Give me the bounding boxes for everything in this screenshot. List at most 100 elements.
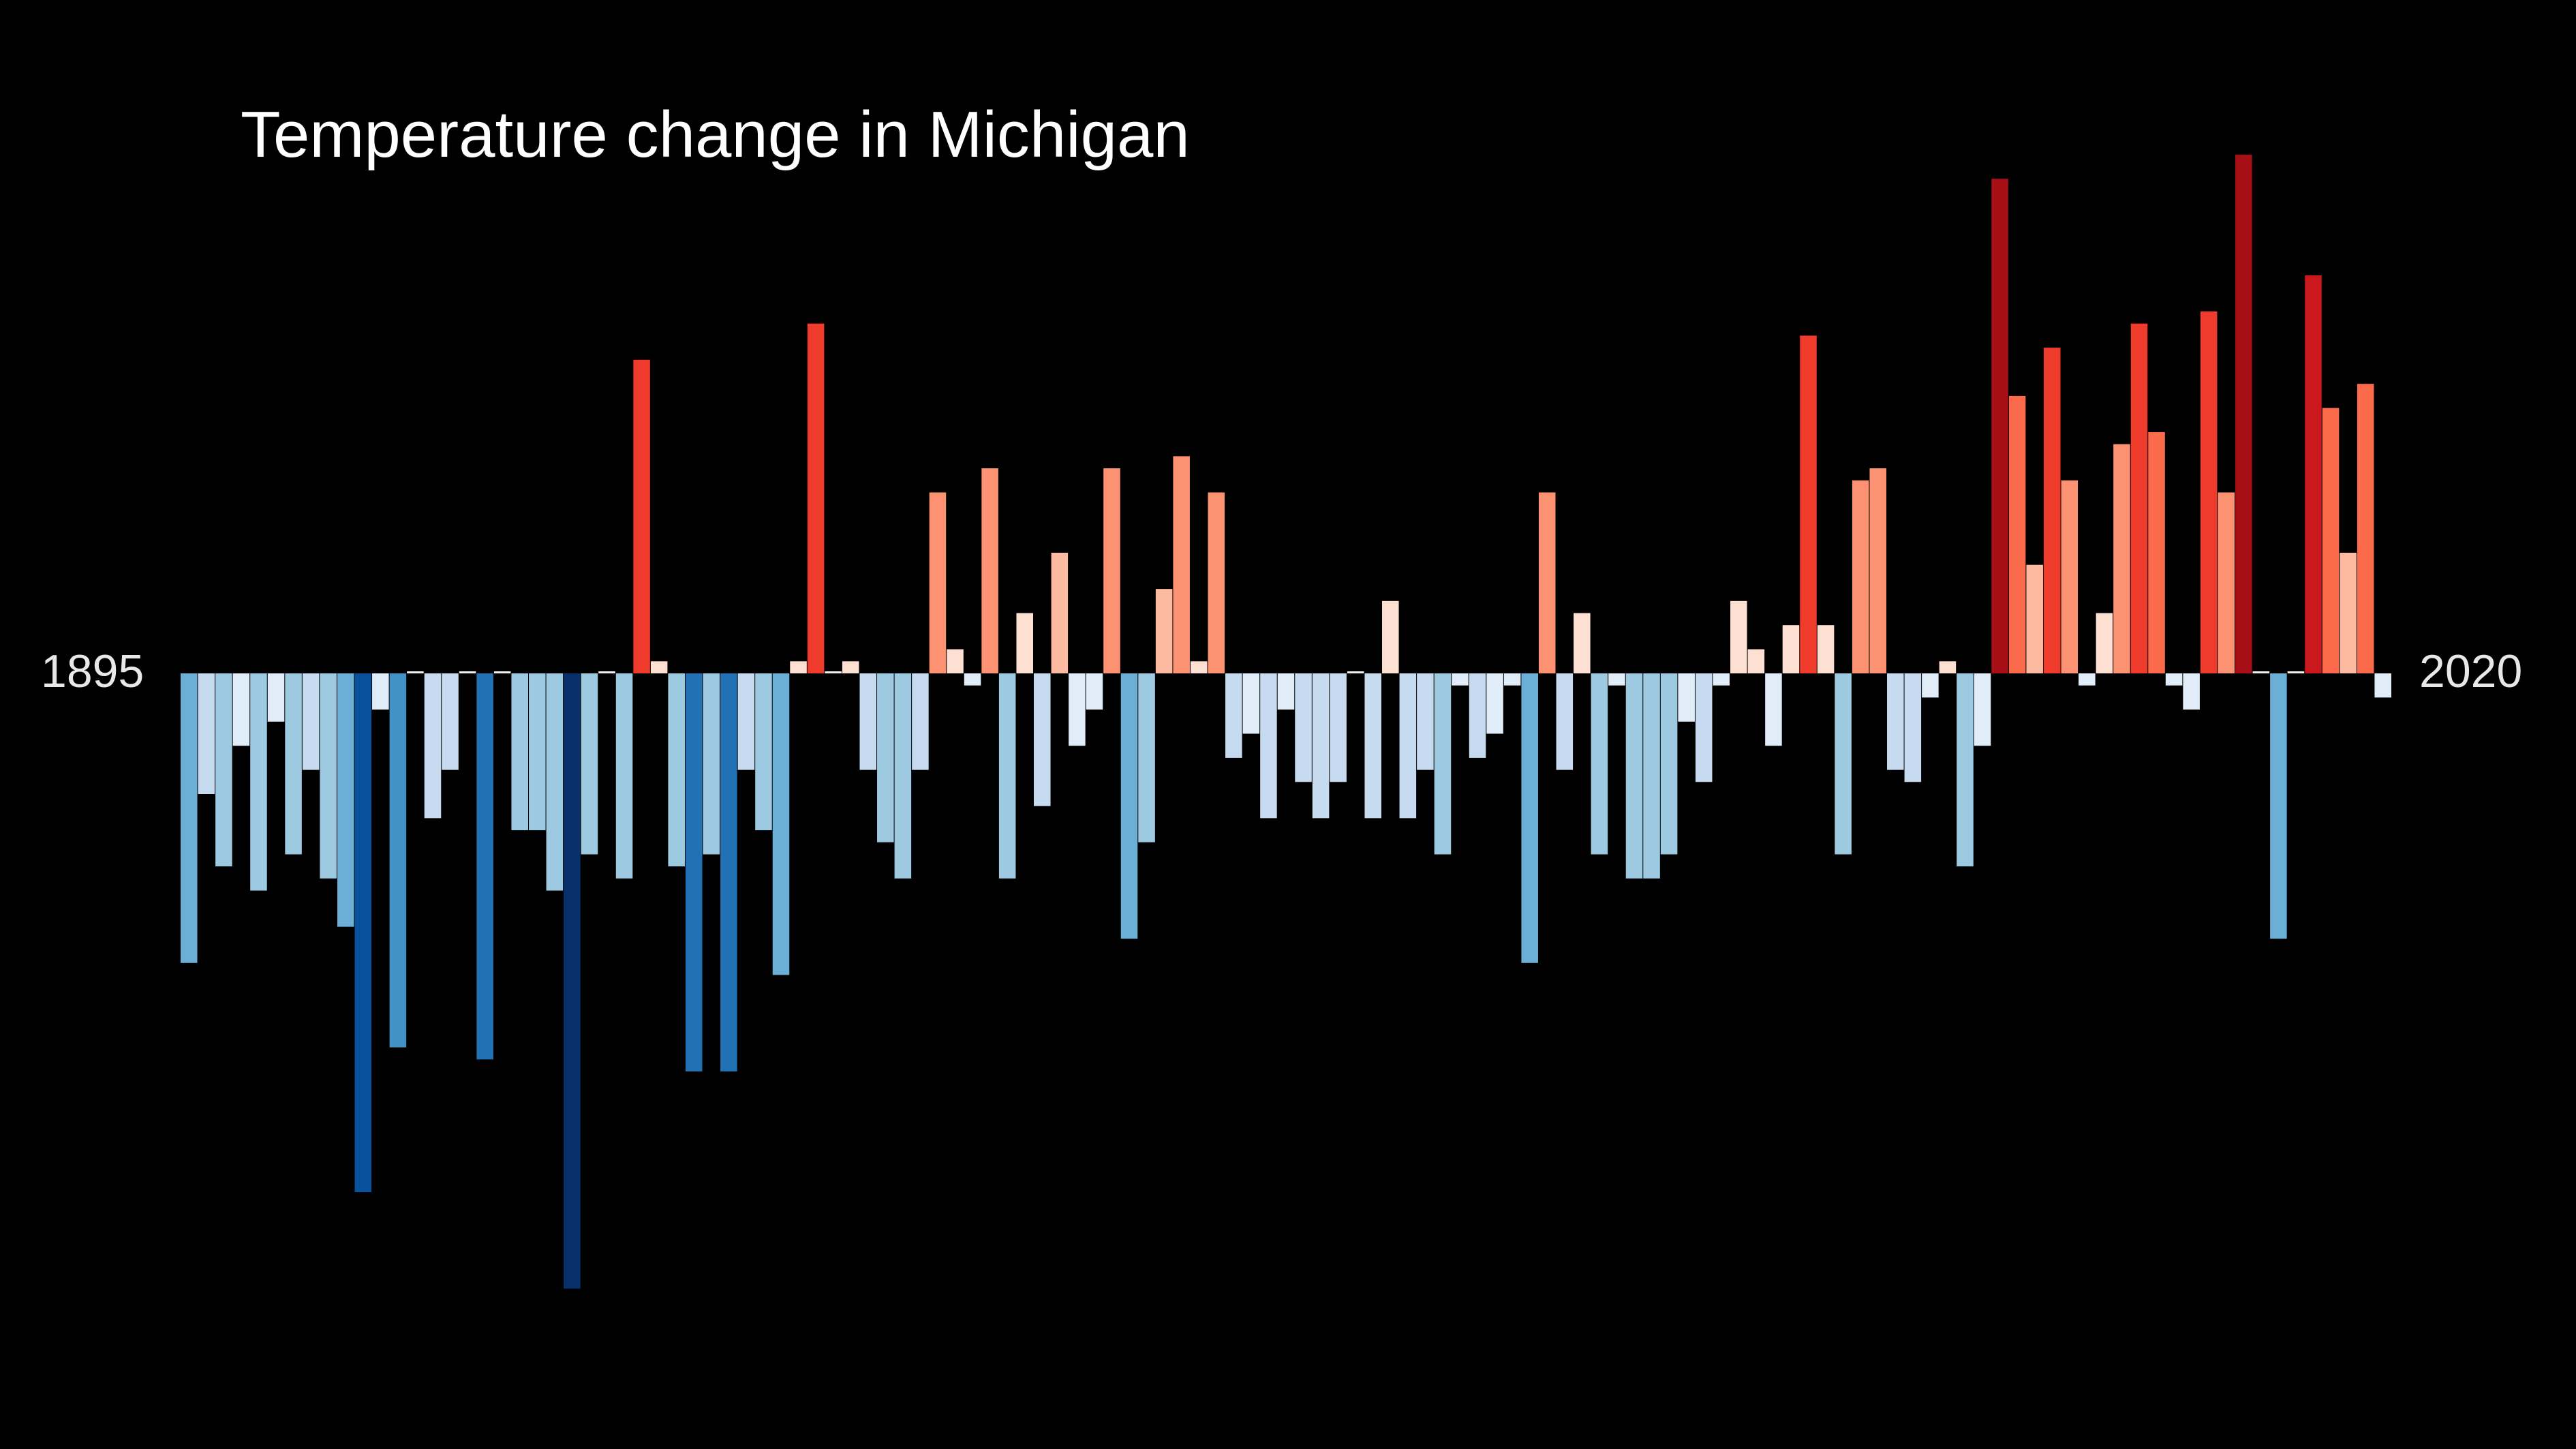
bar-1926: [720, 673, 737, 1072]
bar-1981: [1678, 673, 1695, 722]
bar-1934: [859, 673, 877, 770]
bar-1945: [1051, 553, 1069, 673]
bar-1925: [703, 673, 720, 855]
bar-1950: [1138, 673, 1155, 842]
bar-1970: [1486, 673, 1503, 734]
bar-1936: [894, 673, 912, 879]
bar-1967: [1434, 673, 1452, 855]
bar-1932: [825, 671, 842, 673]
bar-1903: [320, 673, 337, 879]
bar-1985: [1747, 649, 1765, 673]
bar-2017: [2305, 275, 2322, 673]
bar-1902: [302, 673, 320, 770]
bar-1984: [1730, 600, 1747, 673]
bar-1990: [1835, 673, 1852, 855]
bar-1924: [685, 673, 703, 1072]
bar-1907: [389, 673, 407, 1048]
bar-2018: [2322, 408, 2340, 673]
bar-1955: [1225, 673, 1242, 758]
bar-1938: [929, 492, 947, 673]
bar-1973: [1538, 492, 1556, 673]
bar-1930: [790, 661, 807, 673]
start-year-label: 1895: [41, 645, 144, 697]
bar-1917: [564, 673, 581, 1289]
chart-title: Temperature change in Michigan: [241, 98, 1190, 171]
bar-2020: [2357, 384, 2374, 673]
bar-1991: [1852, 480, 1869, 673]
bar-1956: [1242, 673, 1260, 734]
bar-1900: [267, 673, 285, 722]
bar-1923: [668, 673, 685, 867]
bar-1966: [1417, 673, 1434, 770]
bar-2000: [2008, 395, 2026, 673]
bar-1963: [1364, 673, 1382, 819]
bar-1906: [372, 673, 389, 710]
bar-1899: [250, 673, 267, 891]
bar-1946: [1069, 673, 1086, 746]
bar-1904: [337, 673, 354, 927]
bars-group: [181, 154, 2391, 1289]
bar-1969: [1469, 673, 1486, 758]
bar-1918: [581, 673, 598, 855]
bar-1908: [407, 671, 424, 673]
bar-2012: [2218, 492, 2235, 673]
bar-1986: [1765, 673, 1782, 746]
bar-1965: [1399, 673, 1417, 819]
bar-1954: [1208, 492, 1225, 673]
bar-1979: [1643, 673, 1660, 879]
bar-1939: [947, 649, 964, 673]
bar-2007: [2130, 323, 2148, 673]
bar-1960: [1312, 673, 1330, 819]
bar-1961: [1330, 673, 1347, 782]
bar-2006: [2113, 444, 2130, 673]
bar-1905: [354, 673, 372, 1193]
bar-1958: [1277, 673, 1295, 710]
bar-1987: [1782, 625, 1800, 673]
bar-2008: [2148, 432, 2165, 673]
bar-1957: [1260, 673, 1277, 819]
bar-1912: [476, 673, 493, 1060]
bar-1944: [1034, 673, 1051, 806]
bar-1940: [964, 673, 981, 686]
bar-1928: [755, 673, 772, 831]
bar-1978: [1625, 673, 1643, 879]
bar-1995: [1922, 673, 1939, 698]
bar-1933: [842, 661, 859, 673]
bar-1913: [493, 671, 511, 673]
bar-1947: [1086, 673, 1103, 710]
bar-2016: [2287, 671, 2305, 673]
bar-1996: [1939, 661, 1957, 673]
bar-1952: [1173, 456, 1190, 673]
bar-1980: [1660, 673, 1678, 855]
bar-1974: [1556, 673, 1574, 770]
bar-2014: [2252, 671, 2270, 673]
bar-1994: [1904, 673, 1922, 782]
bar-2015: [2270, 673, 2287, 939]
bar-1911: [459, 671, 476, 673]
bar-2002: [2043, 348, 2061, 673]
bar-1937: [912, 673, 929, 770]
bar-1929: [772, 673, 790, 975]
bar-1922: [650, 661, 668, 673]
bar-1972: [1521, 673, 1538, 963]
bar-1962: [1347, 671, 1364, 673]
bar-1992: [1869, 468, 1886, 673]
bar-1943: [1016, 613, 1033, 673]
bar-1975: [1574, 613, 1591, 673]
bar-1959: [1295, 673, 1312, 782]
bar-1910: [442, 673, 459, 770]
bar-1983: [1713, 673, 1730, 686]
bar-1901: [285, 673, 302, 855]
bar-2011: [2200, 311, 2218, 673]
bar-1931: [807, 323, 825, 673]
bar-1989: [1817, 625, 1835, 673]
bar-1976: [1591, 673, 1608, 855]
bar-2010: [2183, 673, 2200, 710]
bar-1898: [232, 673, 250, 746]
bar-2004: [2079, 673, 2096, 686]
bar-1921: [633, 359, 650, 673]
bar-1895: [181, 673, 198, 963]
bar-1948: [1103, 468, 1120, 673]
bar-1964: [1382, 600, 1399, 673]
